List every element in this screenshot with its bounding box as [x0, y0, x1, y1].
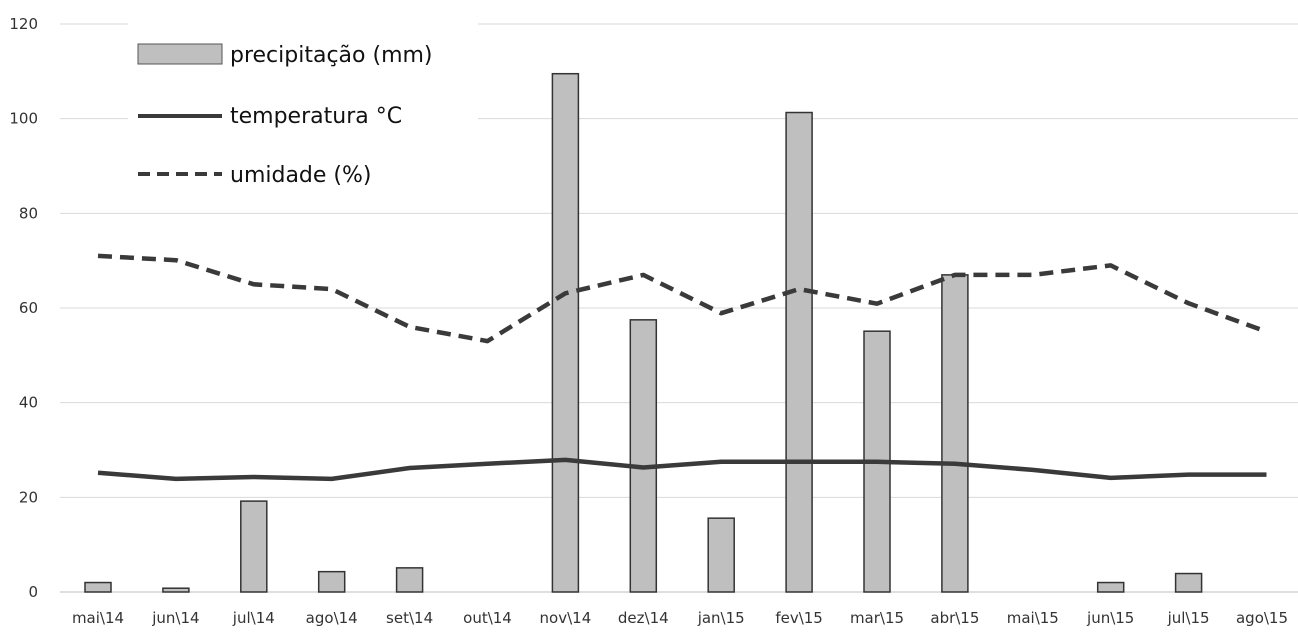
x-tick-label: out\14	[463, 609, 512, 627]
x-tick-label: mai\15	[1007, 609, 1059, 627]
bar-precipitation	[1096, 581, 1125, 593]
x-tick-label: mai\14	[72, 609, 124, 627]
x-tick-label: abr\15	[930, 609, 979, 627]
bar-precipitation	[785, 111, 813, 593]
legend: precipitação (mm) temperatura °C umidade…	[128, 20, 478, 195]
x-tick-label: mar\15	[850, 609, 904, 627]
x-tick-label: jun\14	[151, 609, 199, 627]
y-axis-ticks: 0 20 40 60 80 100 120	[9, 15, 38, 601]
x-axis-ticks: mai\14 jun\14 jul\14 ago\14 set\14 out\14 nov\…	[72, 609, 1288, 627]
x-tick-label: set\14	[386, 609, 433, 627]
y-tick-label: 120	[9, 15, 38, 33]
legend-label-humidity: umidade (%)	[230, 163, 372, 188]
x-tick-label: nov\14	[540, 609, 592, 627]
legend-label-precipitation: precipitação (mm)	[230, 43, 433, 68]
line-humidity	[97, 253, 1268, 344]
y-tick-label: 100	[9, 110, 38, 128]
bar-precipitation	[395, 567, 424, 593]
x-tick-label: ago\14	[306, 609, 358, 627]
bar-precipitation	[629, 319, 658, 593]
bar-precipitation	[551, 72, 580, 593]
y-tick-label: 80	[19, 204, 38, 222]
y-tick-label: 40	[19, 394, 38, 412]
legend-label-temperature: temperatura °C	[230, 104, 402, 129]
bar-precipitation	[240, 500, 268, 593]
bar-precipitation	[1174, 572, 1203, 593]
bar-precipitation	[941, 274, 969, 593]
bar-precipitation	[84, 581, 112, 593]
line-temperature	[97, 457, 1267, 482]
x-tick-label: ago\15	[1236, 609, 1288, 627]
x-tick-label: jan\15	[697, 609, 745, 627]
bar-precipitation	[162, 587, 190, 593]
x-tick-label: jul\15	[1167, 609, 1210, 627]
x-tick-label: jul\14	[232, 609, 275, 627]
y-tick-label: 0	[28, 583, 38, 601]
legend-swatch-precipitation	[137, 43, 223, 65]
y-tick-label: 60	[19, 299, 38, 317]
x-tick-label: fev\15	[775, 609, 823, 627]
bar-precipitation	[317, 570, 346, 593]
bar-precipitation	[707, 517, 735, 593]
y-tick-label: 20	[19, 488, 38, 506]
x-tick-label: dez\14	[618, 609, 669, 627]
series-lines	[97, 253, 1268, 482]
x-tick-label: jun\15	[1086, 609, 1134, 627]
